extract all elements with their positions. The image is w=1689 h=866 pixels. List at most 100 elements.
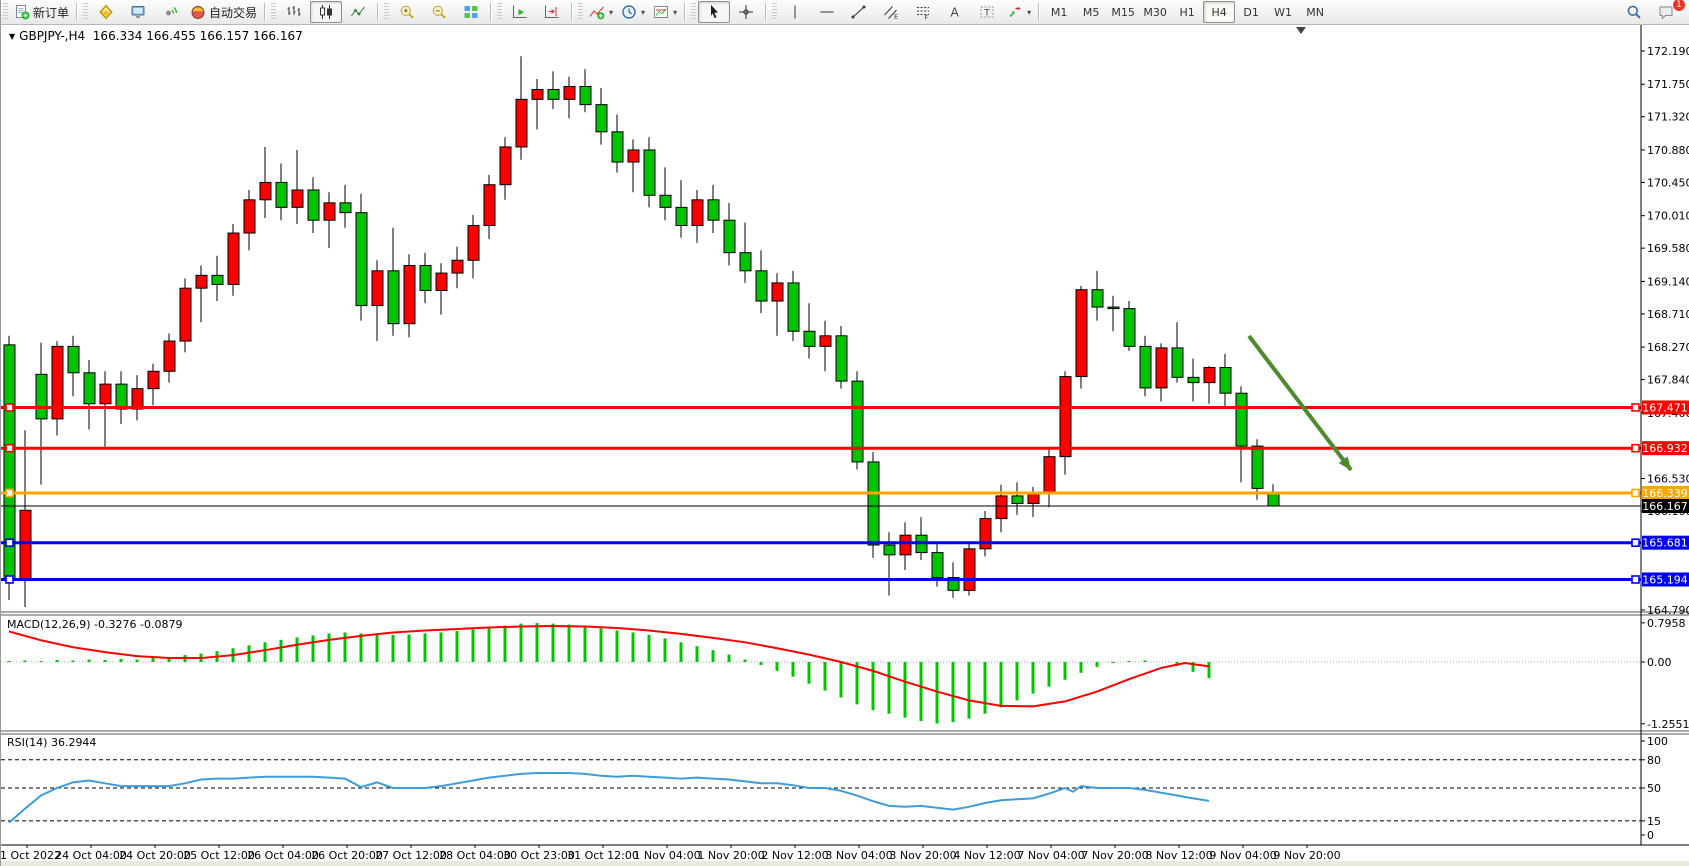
new-order-icon xyxy=(14,4,30,20)
toolbar-separator xyxy=(1038,3,1041,21)
svg-text:170.010: 170.010 xyxy=(1647,210,1689,223)
dropdown-arrow-icon: ▾ xyxy=(673,7,678,17)
svg-text:170.880: 170.880 xyxy=(1647,144,1689,157)
toolbar-separator xyxy=(264,3,267,21)
svg-text:24 Oct 04:00: 24 Oct 04:00 xyxy=(55,849,127,862)
svg-text:168.710: 168.710 xyxy=(1647,308,1689,321)
zoom-in-icon xyxy=(399,4,415,20)
hline-icon xyxy=(819,4,835,20)
timeframe-button-m5[interactable]: M5 xyxy=(1082,5,1100,19)
periods-icon xyxy=(621,4,637,20)
mql-editor-button[interactable] xyxy=(90,1,122,23)
trendline-button[interactable] xyxy=(843,1,875,23)
svg-text:166.167: 166.167 xyxy=(1642,500,1688,513)
zoom-out-icon xyxy=(431,4,447,20)
zoom-in-button[interactable] xyxy=(391,1,423,23)
svg-text:165.194: 165.194 xyxy=(1642,573,1688,586)
svg-text:T: T xyxy=(983,9,990,19)
timeframe-button-h4[interactable]: H4 xyxy=(1203,1,1236,23)
svg-text:9 Nov 20:00: 9 Nov 20:00 xyxy=(1273,849,1340,862)
svg-text:169.580: 169.580 xyxy=(1647,242,1689,255)
svg-text:167.840: 167.840 xyxy=(1647,374,1689,387)
arrows-icon xyxy=(1007,4,1023,20)
signals-button[interactable] xyxy=(154,1,186,23)
text-icon: A xyxy=(947,4,963,20)
notifications-chat-button[interactable]: 1 xyxy=(1650,0,1686,23)
line-chart-button[interactable] xyxy=(342,1,374,23)
horizontal-line-button[interactable] xyxy=(811,1,843,23)
svg-text:26 Oct 20:00: 26 Oct 20:00 xyxy=(311,849,383,862)
notification-count-badge: 1 xyxy=(1672,0,1686,12)
fibonacci-button[interactable]: F xyxy=(907,1,939,23)
toolbar-separator xyxy=(765,3,768,21)
signals-icon xyxy=(162,4,178,20)
toolbar-group-grip xyxy=(578,3,584,21)
indicators-button[interactable]: ▾ xyxy=(585,1,617,23)
chart-shift-icon xyxy=(544,4,560,20)
timeframe-button-m30[interactable]: M30 xyxy=(1143,5,1167,19)
text-button[interactable]: A xyxy=(939,1,971,23)
svg-text:26 Oct 04:00: 26 Oct 04:00 xyxy=(247,849,319,862)
text-label-button[interactable]: T xyxy=(971,1,1003,23)
dropdown-arrow-icon: ▾ xyxy=(641,7,646,17)
svg-text:8 Nov 12:00: 8 Nov 12:00 xyxy=(1145,849,1212,862)
new-order-button[interactable]: 新订单 xyxy=(10,1,73,23)
svg-text:100: 100 xyxy=(1647,735,1668,748)
svg-text:1 Nov 04:00: 1 Nov 04:00 xyxy=(633,849,700,862)
toolbar-group-grip xyxy=(691,3,697,21)
auto-scroll-button[interactable] xyxy=(504,1,536,23)
svg-text:A: A xyxy=(951,6,960,20)
svg-text:166.932: 166.932 xyxy=(1642,442,1688,455)
timeframe-button-m15[interactable]: M15 xyxy=(1111,5,1135,19)
svg-text:50: 50 xyxy=(1647,782,1661,795)
arrows-button[interactable]: ▾ xyxy=(1003,1,1035,23)
market-watch-button[interactable] xyxy=(122,1,154,23)
timeframe-button-d1[interactable]: D1 xyxy=(1243,5,1259,19)
svg-text:166.530: 166.530 xyxy=(1647,473,1689,486)
line-chart-icon xyxy=(350,4,366,20)
bar-chart-button[interactable] xyxy=(278,1,310,23)
toolbar-right-section: 1 xyxy=(1618,0,1686,23)
new-order-button-label: 新订单 xyxy=(33,5,70,20)
svg-text:171.320: 171.320 xyxy=(1647,111,1689,124)
svg-text:0: 0 xyxy=(1647,829,1654,842)
templates-button[interactable]: ▾ xyxy=(649,1,681,23)
svg-text:15: 15 xyxy=(1647,815,1661,828)
auto-trading-button[interactable]: 自动交易 xyxy=(186,1,261,23)
svg-text:E: E xyxy=(894,13,898,21)
zoom-out-button[interactable] xyxy=(423,1,455,23)
fibonacci-icon: F xyxy=(915,4,931,20)
svg-text:31 Oct 12:00: 31 Oct 12:00 xyxy=(567,849,639,862)
crosshair-button[interactable] xyxy=(730,1,762,23)
tile-windows-button[interactable] xyxy=(455,1,487,23)
svg-text:3 Nov 20:00: 3 Nov 20:00 xyxy=(889,849,956,862)
timeframe-button-w1[interactable]: W1 xyxy=(1274,5,1293,19)
timeframe-button-mn[interactable]: MN xyxy=(1306,5,1324,19)
timeframe-button-m1[interactable]: M1 xyxy=(1050,5,1068,19)
trend-arrow-annotation xyxy=(1247,334,1353,472)
toolbar-group-grip xyxy=(772,3,778,21)
timeframe-button-h1[interactable]: H1 xyxy=(1179,5,1195,19)
vertical-line-button[interactable] xyxy=(779,1,811,23)
trendline-icon xyxy=(851,4,867,20)
candlestick-button[interactable] xyxy=(310,1,343,23)
toolbar-separator xyxy=(684,3,687,21)
chart-shift-button[interactable] xyxy=(536,1,568,23)
bar-chart-icon xyxy=(286,4,302,20)
crosshair-icon xyxy=(738,4,754,20)
toolbar-group-grip xyxy=(384,3,390,21)
cursor-button[interactable] xyxy=(698,1,731,23)
svg-text:7 Nov 04:00: 7 Nov 04:00 xyxy=(1017,849,1084,862)
svg-text:80: 80 xyxy=(1647,754,1661,767)
equidistant-channel-button[interactable]: E xyxy=(875,1,907,23)
periods-button[interactable]: ▾ xyxy=(617,1,649,23)
svg-text:24 Oct 20:00: 24 Oct 20:00 xyxy=(119,849,191,862)
dropdown-arrow-icon: ▾ xyxy=(1027,7,1032,17)
candlestick-icon xyxy=(318,4,334,20)
svg-text:30 Oct 23:00: 30 Oct 23:00 xyxy=(503,849,575,862)
search-button[interactable] xyxy=(1618,1,1650,23)
svg-text:172.190: 172.190 xyxy=(1647,45,1689,58)
main-toolbar: 新订单 自动交易 ▾ ▾ ▾ E F A T ▾ M1 M5 M15 M30 H1 H4 D1 W1 MN 1 xyxy=(1,0,1689,25)
